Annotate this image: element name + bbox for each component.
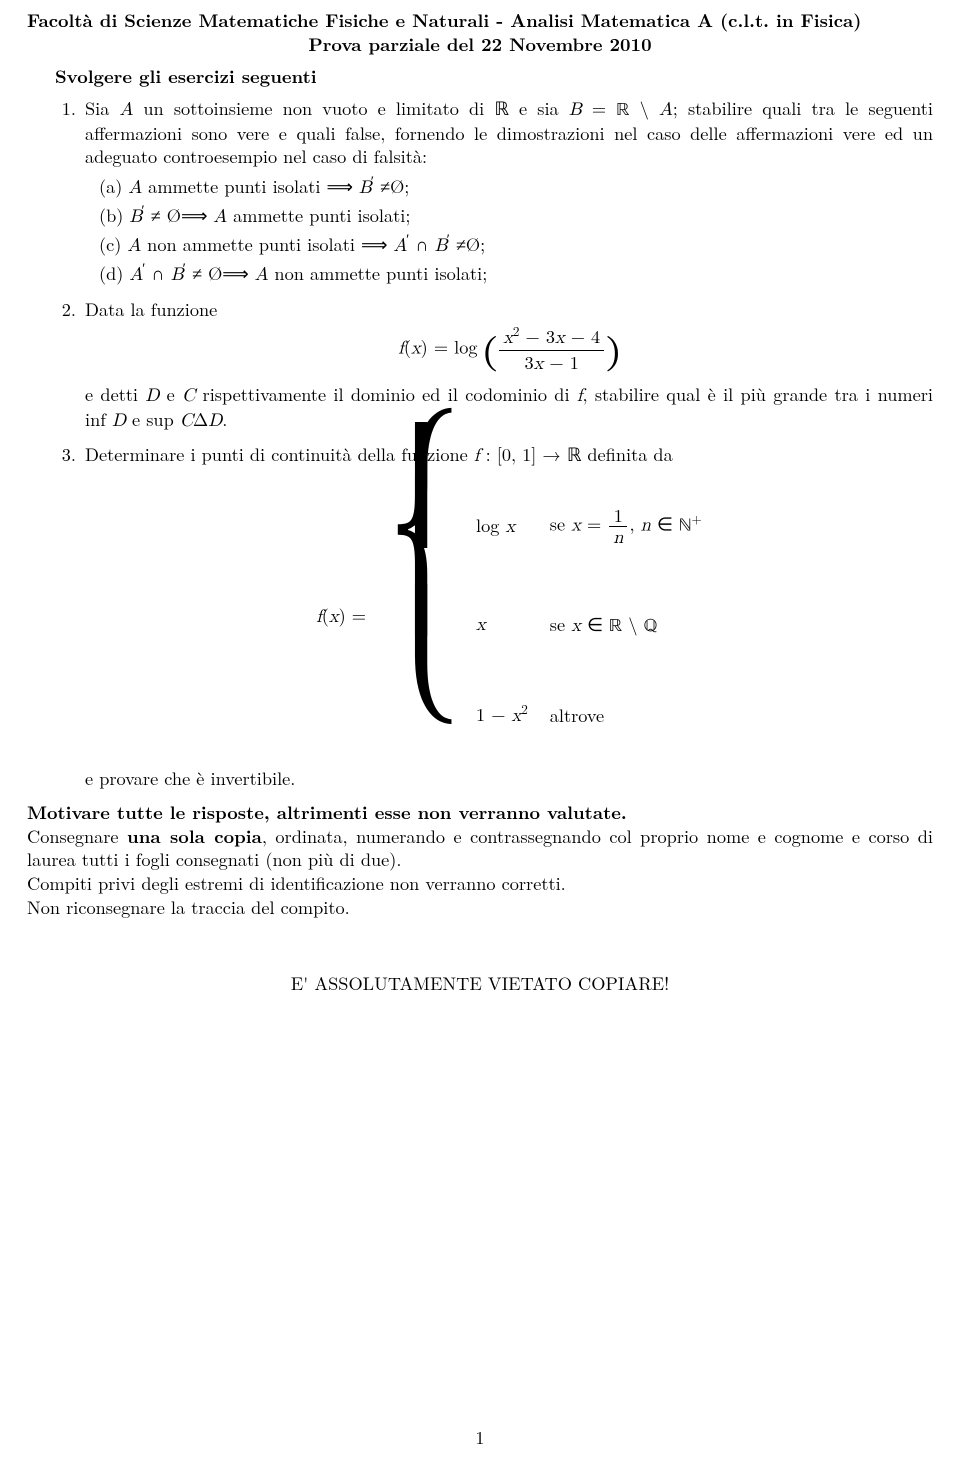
q1c-end: ≠Ø; xyxy=(450,231,485,257)
instruction-heading: Svolgere gli esercizi seguenti xyxy=(55,65,933,88)
q2-after3: rispettivamente il dominio ed il codomin… xyxy=(195,381,577,407)
q2-after1: e detti xyxy=(85,381,145,407)
question-1: Sia A un sottoinsieme non vuoto e limita… xyxy=(82,97,933,287)
q1-item-b: B′ ≠ Ø⟹ A ammette punti isolati; xyxy=(99,204,933,229)
footer-line3: Compiti privi degli estremi di identific… xyxy=(27,872,933,895)
q1a-end: ≠Ø; xyxy=(374,173,409,199)
q1-pre: Sia xyxy=(85,95,120,121)
footer-consegnare: Consegnare una sola copia, ordinata, num… xyxy=(27,825,933,871)
q3-lead2: : [0, 1] → ℝ definita da xyxy=(480,441,673,467)
q1-item-c: A non ammette punti isolati ⟹ A′ ∩ B′ ≠Ø… xyxy=(99,233,933,258)
q1d-mid: ≠ Ø⟹ xyxy=(186,260,255,286)
footer-warning: E' ASSOLUTAMENTE VIETATO COPIARE! xyxy=(27,972,933,995)
footer-line4: Non riconsegnare la traccia del compito. xyxy=(27,896,933,919)
q1b-mid: ≠ Ø⟹ xyxy=(145,202,214,228)
q3-row2-right: se x ∈ ℝ \ ℚ xyxy=(550,613,702,639)
q1d-end: non ammette punti isolati; xyxy=(268,260,487,286)
q2-lead: Data la funzione xyxy=(85,296,217,322)
question-3: Determinare i punti di continuità della … xyxy=(82,443,933,790)
q3-row2-left: x xyxy=(476,614,528,637)
q2-after2: e xyxy=(159,381,182,407)
page-number: 1 xyxy=(0,1426,960,1449)
q3-piecewise: f(x) = ⎧⎨⎩ log x se x = 1n, n ∈ ℕ+ x se … xyxy=(316,484,702,748)
brace-icon: ⎧⎨⎩ xyxy=(388,476,454,740)
q3-row3-left: 1 − x2 xyxy=(476,703,528,728)
q1-text: Sia A un sottoinsieme non vuoto e limita… xyxy=(85,95,933,170)
q3-lead: Determinare i punti di continuità della … xyxy=(85,441,673,467)
q1-item-a: A ammette punti isolati ⟹ B′ ≠Ø; xyxy=(99,175,933,200)
q2-equation: f(x) = log ( x2 − 3x − 4 3x − 1 ) xyxy=(85,326,933,373)
q3-row1-right: se x = 1n, n ∈ ℕ+ xyxy=(550,505,702,548)
q3-lead1: Determinare i punti di continuità della … xyxy=(85,441,474,467)
header-title: Facoltà di Scienze Matematiche Fisiche e… xyxy=(27,9,933,32)
q1c-mid: non ammette punti isolati ⟹ xyxy=(141,231,393,257)
q1b-end: ammette punti isolati; xyxy=(227,202,410,228)
q3-row1-left: log x xyxy=(476,514,528,539)
q1-item-d: A′ ∩ B′ ≠ Ø⟹ A non ammette punti isolati… xyxy=(99,262,933,287)
q1-mid: un sottoinsieme non vuoto e limitato di … xyxy=(133,95,569,121)
q3-trail: e provare che è invertibile. xyxy=(85,767,933,790)
q1a-mid: ammette punti isolati ⟹ xyxy=(142,173,359,199)
q2-after5: e sup xyxy=(126,406,180,432)
q2-after6: . xyxy=(222,406,227,432)
question-2: Data la funzione f(x) = log ( x2 − 3x − … xyxy=(82,298,933,433)
footer-motivare: Motivare tutte le risposte, altrimenti e… xyxy=(27,801,933,824)
q3-row3-right: altrove xyxy=(550,704,702,727)
header-subtitle: Prova parziale del 22 Novembre 2010 xyxy=(27,33,933,56)
q3-fx: f(x) = xyxy=(316,604,366,629)
q2-after: e detti D e C rispettivamente il dominio… xyxy=(85,381,933,432)
